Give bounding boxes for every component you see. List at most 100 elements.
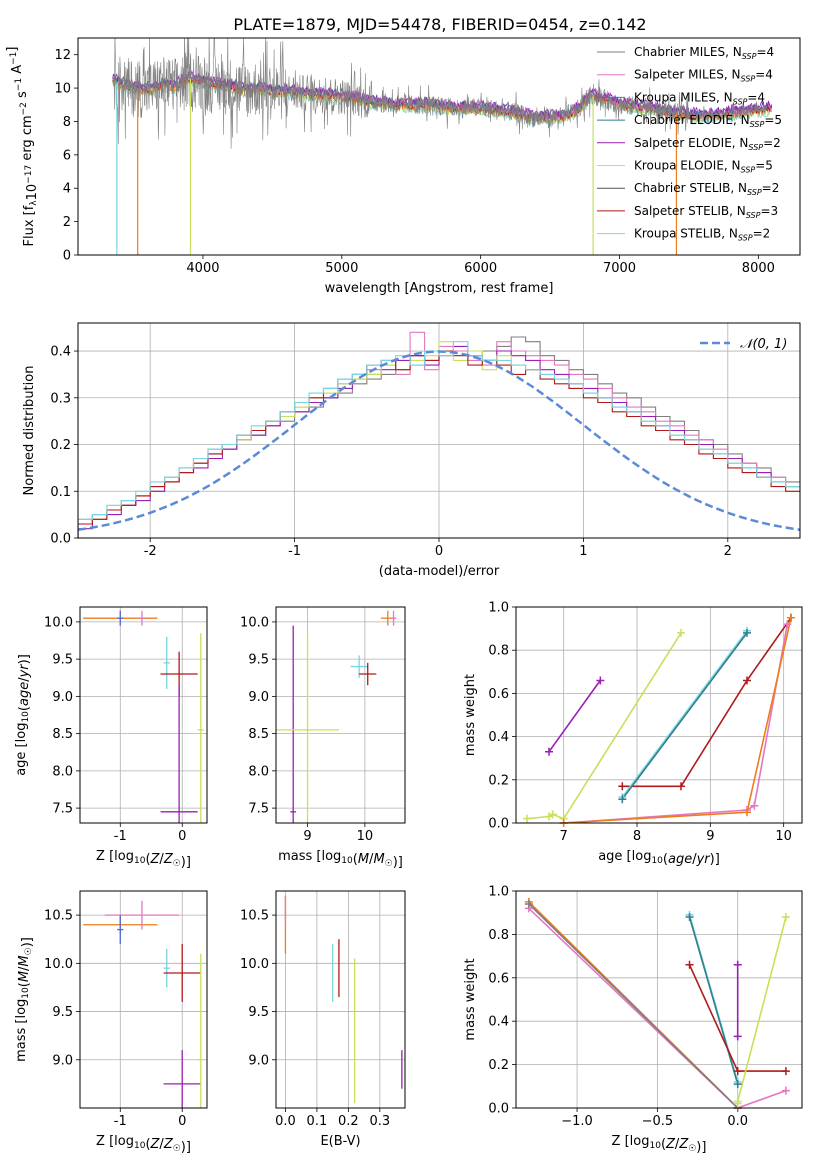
y-tick-label: 0.4: [488, 1015, 509, 1030]
x-axis-label-part: mass [log: [278, 849, 341, 864]
x-axis-label-part: (: [145, 1137, 150, 1152]
x-axis-label: E(B-V): [320, 1134, 360, 1149]
y-axis-label-part: 10: [21, 711, 31, 723]
x-axis-label-part: ☉: [173, 859, 181, 869]
y-tick-label: 0.8: [488, 644, 509, 659]
legend-label: Chabrier MILES, NSSP=4: [634, 45, 774, 61]
y-axis-label-part: mass weight: [463, 674, 478, 756]
axes-frame: [79, 606, 208, 824]
x-axis-label-part: ☉: [173, 1144, 181, 1154]
x-tick-label: 8000: [742, 261, 775, 276]
legend-label: Kroupa MILES, NSSP=4: [634, 90, 765, 106]
legend-label-text: Salpeter STELIB, N: [634, 204, 746, 218]
y-tick-label: 0.0: [50, 532, 71, 547]
x-axis-label-part: Z [log: [612, 1134, 650, 1149]
weight-marker: [781, 1086, 790, 1095]
x-tick-label: −1.0: [561, 1114, 593, 1129]
x-axis-label-part: /: [159, 852, 164, 867]
legend-label: Salpeter MILES, NSSP=4: [634, 68, 773, 84]
y-axis-label-part: (: [17, 706, 32, 711]
y-axis-label: age [log10(age/yr)]: [14, 654, 32, 776]
x-axis-label: Z [log10(Z/Z☉)]: [612, 1134, 707, 1155]
y-axis-label-part: 10: [21, 987, 31, 999]
x-axis-label-part: /: [675, 1137, 680, 1152]
x-axis-label-part: (: [663, 852, 668, 867]
x-axis-label: mass [log10(M/M☉)]: [278, 849, 403, 870]
y-axis-label-part: λ: [29, 200, 39, 206]
weight-marker: [618, 795, 627, 804]
x-tick-label: 0: [178, 829, 186, 844]
x-tick-label: 0: [178, 1114, 186, 1129]
x-axis-label-part: /: [369, 852, 374, 867]
x-tick-label: 7: [560, 829, 568, 844]
x-tick-label: 0.1: [307, 1114, 328, 1129]
y-axis-label: Normed distribution: [22, 366, 37, 496]
legend-label-suffix: =2: [762, 181, 780, 195]
weight-marker: [545, 747, 553, 756]
y-tick-label: 9.0: [248, 1053, 269, 1068]
legend-label: Salpeter ELODIE, NSSP=2: [634, 136, 781, 152]
y-tick-label: 0.0: [488, 1102, 509, 1117]
x-tick-label: 2: [724, 544, 732, 559]
weight-marker: [733, 960, 742, 969]
y-tick-label: 9.5: [52, 1005, 73, 1020]
y-tick-label: 10.5: [240, 909, 269, 924]
weight-marker: [733, 1032, 742, 1041]
y-tick-label: 8.0: [248, 764, 269, 779]
y-tick-label: 9.5: [52, 653, 73, 668]
y-axis-label: mass weight: [463, 674, 478, 756]
y-tick-label: 0.2: [488, 1058, 509, 1073]
y-tick-label: 4: [63, 182, 71, 197]
y-tick-label: 0.6: [488, 687, 509, 702]
weight-marker: [685, 913, 694, 922]
x-axis-label-part: 10: [651, 856, 663, 866]
weight-line: [621, 632, 748, 800]
x-axis-label: Z [log10(Z/Z☉)]: [96, 849, 191, 870]
panel-mass-weight-vs-Z: −1.0 −0.5 0.00.00.20.40.60.81.0Z [log10(Z/…: [463, 885, 803, 1155]
x-axis-label-part: )]: [393, 855, 403, 870]
legend-label: Salpeter STELIB, NSSP=3: [634, 204, 778, 220]
weight-marker: [618, 782, 627, 791]
x-axis-label: Z [log10(Z/Z☉)]: [96, 1134, 191, 1155]
y-tick-label: 0.2: [488, 773, 509, 788]
legend-label-sub: SSP: [741, 166, 756, 175]
plot-area: [284, 895, 403, 1104]
x-axis-label-part: (data-model)/error: [379, 564, 500, 579]
x-axis-label-part: 10: [649, 1141, 661, 1151]
y-axis-label-part: s: [15, 91, 30, 102]
x-tick-label: -1: [114, 829, 127, 844]
plot-area: [83, 900, 204, 1108]
weight-line: [688, 916, 739, 1085]
x-tick-label: -1: [288, 544, 301, 559]
y-tick-label: 9.5: [248, 653, 269, 668]
y-axis-label-part: Normed distribution: [22, 366, 37, 496]
y-axis-label-part: )]: [20, 937, 35, 947]
x-axis-label-part: wavelength [Angstrom, rest frame]: [325, 281, 554, 296]
x-axis-label-part: )]: [181, 855, 191, 870]
y-axis-label-part: ]: [5, 47, 20, 52]
panel-mass-vs-EBV: 0.0 0.1 0.2 0.3 9.0 9.5 10.0 10.5 E(B-V): [240, 890, 406, 1149]
x-tick-label: 0.3: [369, 1114, 390, 1129]
weight-marker: [733, 1097, 742, 1106]
legend-label-text: Salpeter ELODIE, N: [634, 136, 748, 150]
y-axis-label-part: M: [17, 971, 32, 982]
weight-line: [736, 916, 787, 1104]
legend-label-text: Chabrier ELODIE, N: [634, 113, 750, 127]
legend-label-sub: SSP: [748, 143, 763, 152]
plot-area: [83, 610, 204, 823]
legend-label-text: Salpeter MILES, N: [634, 68, 741, 82]
x-tick-label: 8: [633, 829, 641, 844]
y-tick-label: 8.5: [52, 727, 73, 742]
weight-marker: [743, 676, 751, 685]
y-axis-label-part: /: [17, 677, 32, 682]
legend-label-sub: SSP: [742, 52, 757, 61]
legend-label-suffix: =4: [756, 45, 774, 59]
y-axis-label-part: mass weight: [463, 958, 478, 1040]
x-axis-label-part: Z: [150, 1137, 161, 1152]
y-tick-label: 8.5: [248, 727, 269, 742]
y-axis-label-part: age [log: [14, 723, 29, 776]
x-tick-label: 10: [357, 829, 374, 844]
x-axis-label-part: )]: [710, 852, 720, 867]
weight-marker: [677, 782, 685, 791]
y-tick-label: 0.6: [488, 971, 509, 986]
